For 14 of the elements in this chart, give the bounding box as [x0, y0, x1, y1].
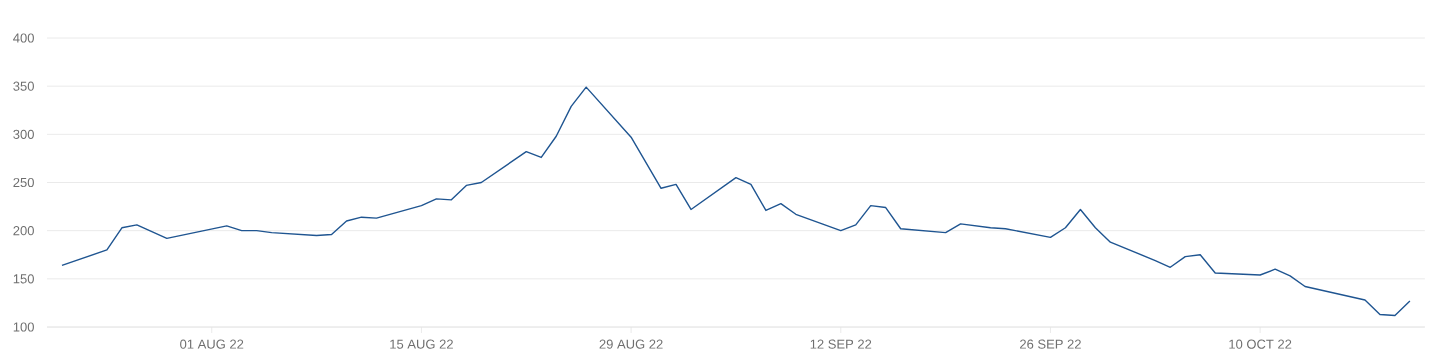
y-tick-label: 100	[13, 322, 34, 332]
line-series	[61, 86, 1411, 317]
y-tick-label: 150	[13, 274, 34, 284]
y-tick-label: 400	[13, 33, 34, 43]
y-tick-label: 350	[13, 81, 34, 91]
x-tick-label: 01 AUG 22	[180, 339, 244, 349]
x-tick-label: 12 SEP 22	[810, 339, 872, 349]
y-tick-label: 300	[13, 129, 34, 139]
x-tick-label: 10 OCT 22	[1229, 339, 1292, 349]
x-tick-label: 26 SEP 22	[1020, 339, 1081, 349]
y-tick-label: 200	[13, 226, 34, 236]
x-tick-label: 15 AUG 22	[390, 339, 453, 349]
y-tick-label: 250	[13, 177, 34, 188]
x-tick-label: 29 AUG 22	[599, 339, 663, 349]
